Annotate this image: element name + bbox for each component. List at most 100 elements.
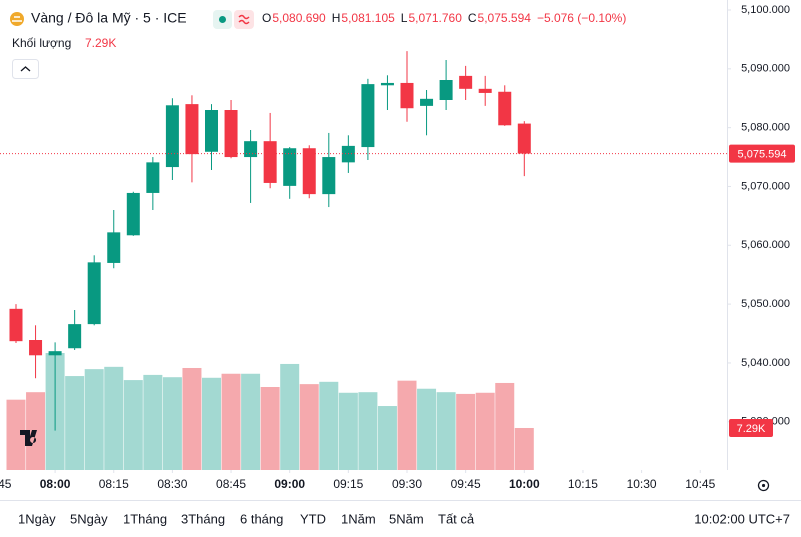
volume-bar bbox=[6, 399, 26, 470]
candle-body bbox=[244, 141, 258, 158]
volume-value: 7.29K bbox=[85, 36, 116, 50]
candle-body bbox=[9, 308, 23, 342]
tradingview-logo[interactable] bbox=[20, 430, 37, 446]
candle-body bbox=[205, 110, 218, 152]
clock[interactable]: 10:02:00 UTC+7 bbox=[694, 511, 790, 526]
candle-body bbox=[29, 340, 43, 356]
volume-bar bbox=[84, 369, 104, 470]
symbol-title[interactable]: Vàng / Đô la Mỹ · 5 · ICE bbox=[31, 10, 187, 26]
volume-bar bbox=[417, 388, 437, 470]
delay-badge[interactable] bbox=[234, 10, 254, 29]
legend-value: 5,081.105 bbox=[341, 11, 395, 25]
candle-body bbox=[361, 84, 375, 148]
settings-icon[interactable] bbox=[757, 479, 770, 492]
symbol-icon bbox=[10, 12, 24, 26]
candle-body bbox=[459, 75, 473, 89]
range-button[interactable]: 5Ngày bbox=[70, 511, 108, 526]
candle-body bbox=[322, 157, 336, 195]
legend-key: H bbox=[332, 11, 341, 25]
symbol-icon-mark bbox=[12, 16, 22, 22]
x-tick-label: 08:30 bbox=[157, 477, 187, 491]
range-button[interactable]: Tất cả bbox=[438, 511, 475, 526]
legend-key: L bbox=[401, 11, 408, 25]
volume-bar bbox=[495, 382, 515, 470]
market-status-dot bbox=[219, 16, 226, 23]
volume-bar bbox=[143, 374, 163, 470]
range-button[interactable]: 1Năm bbox=[341, 511, 376, 526]
y-tick-label: 5,060.000 bbox=[741, 239, 790, 251]
last-price-label: 5,075.594 bbox=[738, 148, 787, 160]
legend-value: 5,071.760 bbox=[408, 11, 462, 25]
range-button[interactable]: YTD bbox=[300, 511, 326, 526]
x-tick-label: 10:00 bbox=[509, 477, 540, 491]
candle-body bbox=[439, 80, 453, 100]
volume-bar bbox=[65, 376, 85, 470]
legend-value: 5,080.690 bbox=[272, 11, 326, 25]
volume-bar bbox=[280, 363, 300, 470]
volume-title: Khối lượng bbox=[12, 36, 71, 50]
x-tick-label: 08:45 bbox=[216, 477, 246, 491]
settings-icon-center bbox=[761, 483, 766, 488]
collapse-icon bbox=[20, 66, 31, 72]
legend-change: −5.076 (−0.10%) bbox=[537, 11, 626, 25]
y-tick-label: 5,080.000 bbox=[741, 122, 790, 134]
plot-area bbox=[6, 51, 534, 470]
candle-body bbox=[302, 148, 316, 195]
volume-bar bbox=[377, 406, 397, 470]
x-tick-label: 09:00 bbox=[274, 477, 305, 491]
candle-body bbox=[146, 162, 160, 193]
overlay: Vàng / Đô la Mỹ · 5 · ICE Khối lượng 7.2… bbox=[10, 10, 770, 492]
candle-body bbox=[380, 82, 394, 86]
delay-icon bbox=[238, 14, 250, 25]
x-tick-label: 10:15 bbox=[568, 477, 598, 491]
volume-bar bbox=[162, 377, 182, 470]
volume-bar bbox=[397, 380, 417, 470]
candle-body bbox=[263, 141, 277, 183]
legend-value: 5,075.594 bbox=[478, 11, 532, 25]
candle-body bbox=[107, 232, 121, 263]
candle-body bbox=[420, 98, 434, 106]
x-tick-label: 08:00 bbox=[40, 477, 71, 491]
volume-bar bbox=[338, 392, 358, 470]
volume-bar bbox=[514, 427, 534, 470]
range-button[interactable]: 1Tháng bbox=[123, 511, 167, 526]
range-button[interactable]: 5Năm bbox=[389, 511, 424, 526]
x-tick-label: 07:45 bbox=[0, 477, 12, 491]
y-tick-label: 5,040.000 bbox=[741, 357, 790, 369]
candle-body bbox=[48, 351, 62, 356]
range-button[interactable]: 1Ngày bbox=[18, 511, 56, 526]
candle-body bbox=[126, 192, 140, 236]
x-tick-label: 09:45 bbox=[451, 477, 481, 491]
range-button[interactable]: 6 tháng bbox=[240, 511, 283, 526]
volume-label: 7.29K bbox=[737, 423, 766, 435]
range-button[interactable]: 3Tháng bbox=[181, 511, 225, 526]
volume-bar bbox=[104, 366, 124, 470]
volume-bar bbox=[202, 377, 221, 470]
candle-body bbox=[498, 91, 512, 126]
volume-bar bbox=[456, 393, 476, 470]
candle-body bbox=[185, 104, 199, 155]
x-tick-label: 09:30 bbox=[392, 477, 422, 491]
candle-body bbox=[87, 262, 101, 325]
y-tick-label: 5,050.000 bbox=[741, 298, 790, 310]
candle-body bbox=[478, 88, 492, 93]
y-tick-label: 5,100.000 bbox=[741, 4, 790, 16]
volume-bar bbox=[436, 392, 456, 470]
volume-bar bbox=[260, 387, 280, 470]
x-tick-label: 10:45 bbox=[685, 477, 715, 491]
candle-body bbox=[517, 123, 531, 154]
volume-label-box bbox=[729, 418, 773, 437]
volume-bar bbox=[241, 373, 261, 470]
last-price-box bbox=[729, 144, 795, 163]
collapse-button[interactable] bbox=[12, 59, 39, 79]
x-tick-label: 10:30 bbox=[627, 477, 657, 491]
y-tick-label: 5,070.000 bbox=[741, 180, 790, 192]
candle-body bbox=[68, 324, 82, 349]
y-tick-label: 5,090.000 bbox=[741, 63, 790, 75]
candle-body bbox=[224, 110, 238, 158]
x-tick-label: 09:15 bbox=[333, 477, 363, 491]
candle-body bbox=[165, 105, 179, 168]
volume-bar bbox=[475, 392, 495, 470]
volume-bar bbox=[221, 373, 241, 470]
